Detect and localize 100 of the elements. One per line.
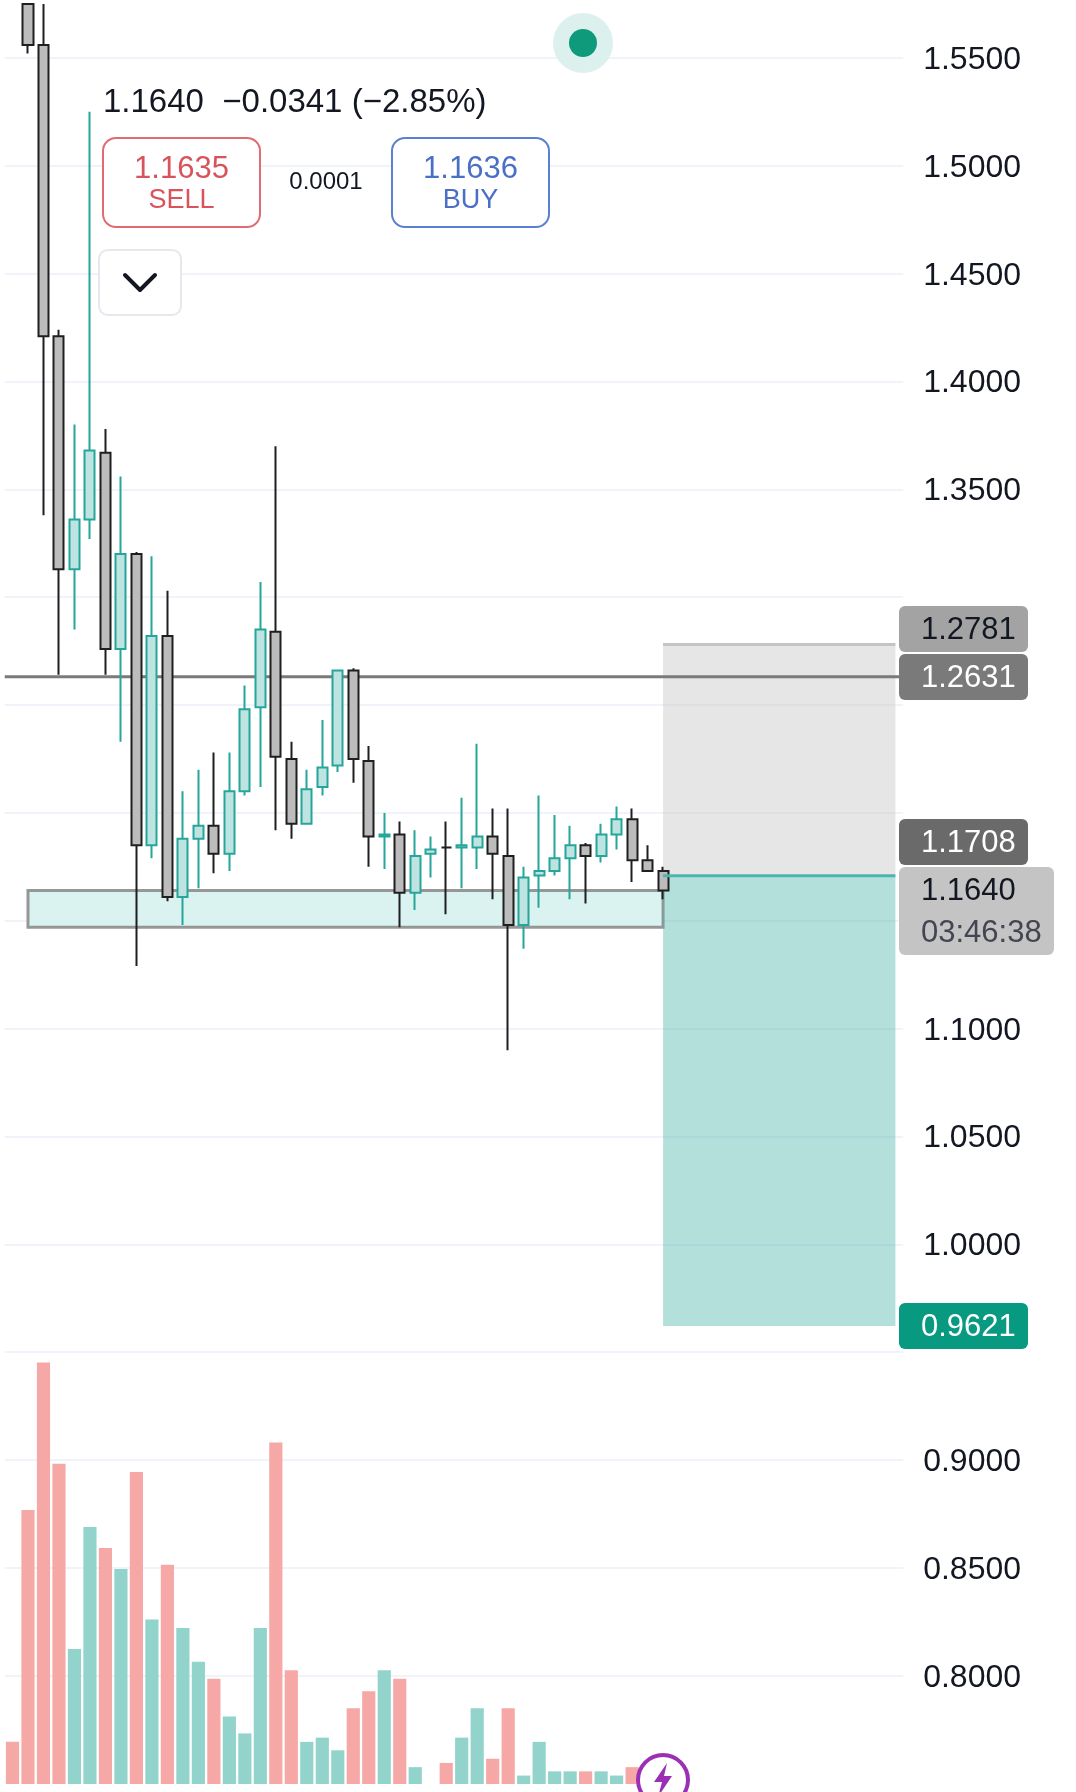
sell-button: 1.1635 SELL [102, 137, 261, 228]
bar [362, 1691, 376, 1784]
bar [83, 1526, 97, 1784]
annotation: 1.1640 −0.0341 (−2.85%) [103, 82, 487, 120]
bar [331, 1750, 345, 1784]
bar [222, 1716, 236, 1784]
candlestick [68, 423, 81, 631]
y-tick-label: 1.3500 [923, 471, 1022, 508]
candlestick [641, 844, 654, 873]
candlestick [533, 794, 546, 909]
bar [579, 1771, 593, 1784]
bar [486, 1758, 500, 1784]
y-tick-label: 1.1000 [923, 1010, 1022, 1047]
bar [129, 1472, 143, 1784]
bar [191, 1661, 205, 1784]
bar [300, 1741, 314, 1784]
text: 0.9621 [921, 1308, 1016, 1343]
annotation: 1.1636 [423, 149, 518, 185]
y-tick-label: 1.0500 [923, 1118, 1022, 1155]
candlestick [130, 550, 143, 968]
candlestick [238, 684, 251, 797]
candlestick [331, 669, 344, 773]
ref-line-label: 1.2631 [921, 658, 1016, 694]
bar [563, 1771, 577, 1784]
bar [114, 1569, 128, 1784]
annotation: 1.1635 [134, 149, 229, 185]
text: 1.1640 03:46:38 [921, 872, 1042, 951]
bar [501, 1708, 515, 1784]
candlestick [300, 768, 313, 825]
bar [439, 1762, 453, 1784]
bar [67, 1649, 82, 1784]
bar [207, 1678, 221, 1784]
candlestick [114, 475, 127, 743]
annotation: 0.0001 [289, 167, 363, 195]
bar [253, 1628, 267, 1784]
candlestick [223, 751, 236, 873]
y-tick-label: 1.0000 [923, 1226, 1022, 1263]
bar [408, 1767, 422, 1784]
bar [548, 1771, 562, 1784]
bar [36, 1362, 51, 1784]
candlestick [657, 865, 670, 901]
candlestick [145, 555, 158, 860]
annotation: SELL [148, 183, 215, 215]
candlestick [424, 835, 437, 879]
candlestick [440, 820, 453, 916]
candlestick [207, 751, 220, 875]
y-tick-label: 1.5000 [923, 147, 1022, 184]
bar [176, 1628, 190, 1784]
candlestick [409, 829, 422, 911]
candlestick [254, 581, 267, 788]
bar [284, 1670, 298, 1784]
candlestick [610, 805, 623, 851]
candlestick [285, 740, 298, 840]
bar [21, 1510, 35, 1784]
bar [98, 1547, 113, 1784]
candlestick [471, 742, 484, 870]
candlestick [37, 3, 50, 517]
y-tick-label: 1.5500 [923, 39, 1022, 76]
bar [315, 1737, 329, 1784]
y-tick-label: 1.4000 [923, 363, 1022, 400]
candlestick [192, 768, 205, 890]
bar [393, 1678, 407, 1784]
candlestick [502, 807, 515, 1052]
bar [517, 1775, 531, 1784]
candlestick [548, 814, 561, 877]
candlestick [99, 427, 112, 676]
bar [5, 1741, 20, 1784]
candlestick [393, 820, 406, 929]
bar [377, 1670, 391, 1784]
bar [532, 1741, 546, 1784]
candlestick [316, 719, 329, 797]
bar [610, 1775, 624, 1784]
y-tick-label: 0.8500 [923, 1549, 1022, 1586]
candlestick [347, 667, 360, 784]
candlestick [161, 589, 174, 903]
candlestick [579, 842, 592, 905]
bar [470, 1708, 484, 1784]
candlestick [378, 811, 391, 870]
candlestick [564, 824, 577, 901]
bar [145, 1619, 159, 1784]
bar [269, 1442, 283, 1784]
buy-button: 1.1636 BUY [391, 137, 550, 228]
candlestick [269, 445, 282, 832]
candlestick [486, 807, 499, 901]
text: 1.2781 [921, 610, 1016, 646]
candlestick [83, 110, 96, 540]
candlestick [362, 745, 375, 868]
candlestick [595, 822, 608, 864]
bar [346, 1708, 360, 1784]
candlestick [517, 865, 530, 950]
bar [52, 1463, 66, 1784]
bar [160, 1564, 174, 1784]
annotation: BUY [442, 183, 499, 215]
bar [238, 1733, 252, 1784]
candlestick [21, 3, 35, 55]
y-tick-label: 0.8000 [923, 1657, 1022, 1694]
y-tick-label: 1.4500 [923, 255, 1022, 292]
candlestick [455, 796, 468, 890]
candlestick [626, 807, 639, 883]
y-tick-label: 0.9000 [923, 1441, 1022, 1478]
